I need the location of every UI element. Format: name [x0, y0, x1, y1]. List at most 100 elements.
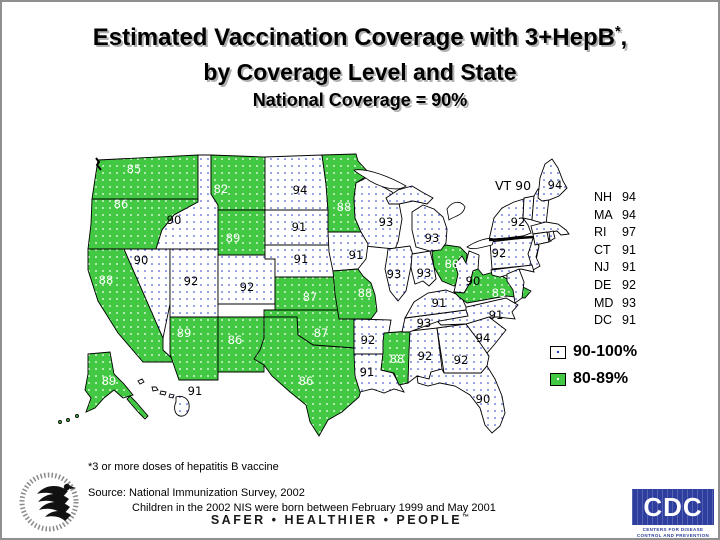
state-value-label-az: 89 [177, 326, 192, 340]
state-value-label-tn: 93 [417, 316, 432, 330]
state-nm [217, 316, 265, 373]
ne-state-row-nj: NJ 91 [594, 260, 636, 275]
state-value-label-ne: 91 [294, 252, 309, 266]
state-value-label-nc: 91 [489, 308, 504, 322]
ne-state-row-ct: CT 91 [594, 242, 636, 257]
state-tx [253, 316, 365, 437]
state-value-label-ak: 89 [102, 374, 117, 388]
state-va [452, 268, 532, 304]
state-value-label-tx: 86 [299, 374, 314, 388]
state-value-label-ut: 92 [184, 274, 199, 288]
state-value-label-la: 91 [360, 365, 375, 379]
state-hi-big-island [174, 395, 190, 417]
source-block: Source: National Immunization Survey, 20… [88, 486, 496, 516]
state-value-label-ok: 87 [314, 326, 329, 340]
ne-state-row-ri: RI 97 [594, 225, 636, 240]
state-de-peninsula [506, 268, 525, 304]
lake-superior [353, 169, 407, 190]
state-value-label-ks: 87 [303, 290, 318, 304]
state-hi-island [159, 390, 167, 396]
legend-row-90-100: 90-100% [550, 343, 637, 361]
state-value-label-sc: 94 [476, 331, 491, 345]
state-value-label-il: 93 [387, 267, 402, 281]
state-value-label-or: 86 [114, 197, 129, 211]
state-wa [91, 154, 199, 200]
state-value-label-id: 90 [167, 213, 182, 227]
state-value-label-wy: 89 [226, 231, 241, 245]
title-line-3: National Coverage = 90% [252, 90, 468, 111]
state-ia [327, 231, 369, 272]
title-asterisk: * [614, 24, 621, 40]
state-value-label-ca: 88 [99, 273, 114, 287]
hhs-eagle-logo [19, 472, 79, 532]
state-fl [416, 365, 506, 434]
state-value-labels: 85 86 88 90 90 82 89 92 92 89 86 89 91 94 91 91 87 87 86 88… [99, 162, 563, 406]
state-me [537, 158, 568, 202]
tagline: SAFER • HEALTHIER • PEOPLE™ [210, 513, 470, 527]
legend-row-80-89: 80-89% [550, 370, 637, 388]
state-ak-island [58, 420, 62, 424]
state-value-label-nd: 94 [293, 183, 308, 197]
legend-label-90-100: 90-100% [573, 343, 638, 360]
ny-pa-thick-border [488, 235, 534, 242]
legend-swatch-80-89 [550, 372, 566, 386]
ne-state-row-md: MD 93 [594, 295, 636, 310]
state-ky [404, 289, 467, 319]
state-value-label-co: 92 [240, 280, 255, 294]
state-value-label-oh: 88 [445, 257, 460, 271]
state-ak-island [66, 418, 70, 422]
state-value-label-hi: 91 [188, 384, 203, 398]
legend: 90-100% 80-89% [550, 343, 637, 397]
source-line-1: Source: National Immunization Survey, 20… [88, 487, 305, 499]
source-line-2: Children in the 2002 NIS were born betwe… [132, 502, 496, 514]
puget-sound-mark [95, 157, 102, 171]
ne-state-row-nh: NH 94 [594, 190, 636, 204]
lake-erie [466, 238, 495, 250]
state-nc [437, 297, 519, 326]
state-value-label-ia: 91 [349, 248, 364, 262]
state-value-label-ky: 91 [432, 296, 447, 310]
state-ak-island [75, 414, 79, 418]
state-il [384, 245, 414, 302]
state-value-label-ar: 92 [361, 333, 376, 347]
ne-states-list: NH 94 MA 94 RI 97 CT 91 NJ 91 DE 92 MD 93 DC 91 [594, 189, 642, 330]
state-value-label-fl: 90 [476, 392, 491, 406]
state-hi-island [137, 378, 145, 385]
state-value-label-wa: 85 [127, 162, 142, 176]
state-value-label-ms: 88 [390, 352, 405, 366]
state-hi-island [151, 386, 159, 392]
state-nj [527, 237, 541, 271]
state-value-label-nm: 86 [228, 333, 243, 347]
state-value-label-in: 93 [417, 266, 432, 280]
state-value-label-ny: 92 [511, 215, 526, 229]
footnote: *3 or more doses of hepatitis B vaccine [88, 461, 279, 473]
state-hi-island [168, 393, 175, 399]
legend-swatch-90-100 [550, 345, 566, 359]
state-value-label-mt: 82 [214, 182, 229, 196]
title-block: Estimated Vaccination Coverage with 3+He… [2, 24, 718, 111]
state-value-label-nv: 90 [134, 253, 149, 267]
cdc-logo-acronym: CDC [632, 489, 714, 525]
cdc-logo-caption: CENTERS FOR DISEASE CONTROL AND PREVENTI… [636, 527, 710, 538]
state-in [410, 250, 437, 287]
state-value-label-sd: 91 [292, 220, 307, 234]
state-az [169, 316, 219, 381]
state-value-label-mi: 93 [425, 231, 440, 245]
state-ak-panhandle [126, 395, 149, 420]
state-ri [548, 230, 556, 242]
state-value-label-wv: 90 [466, 274, 481, 288]
state-value-label-mo: 88 [358, 286, 373, 300]
vt-callout-label: VT 90 [495, 178, 531, 193]
lake-huron [446, 201, 466, 221]
state-mo [332, 268, 378, 320]
state-mi-lower [411, 204, 448, 252]
state-value-label-al: 92 [418, 349, 433, 363]
ne-state-row-dc: DC 91 [594, 313, 636, 328]
cdc-logo: CDC CENTERS FOR DISEASE CONTROL AND PREV… [632, 489, 714, 538]
ne-state-row-ma: MA 94 [594, 207, 636, 222]
ne-state-row-de: DE 92 [594, 277, 636, 292]
state-value-label-ga: 92 [454, 353, 469, 367]
legend-label-80-89: 80-89% [573, 370, 629, 387]
